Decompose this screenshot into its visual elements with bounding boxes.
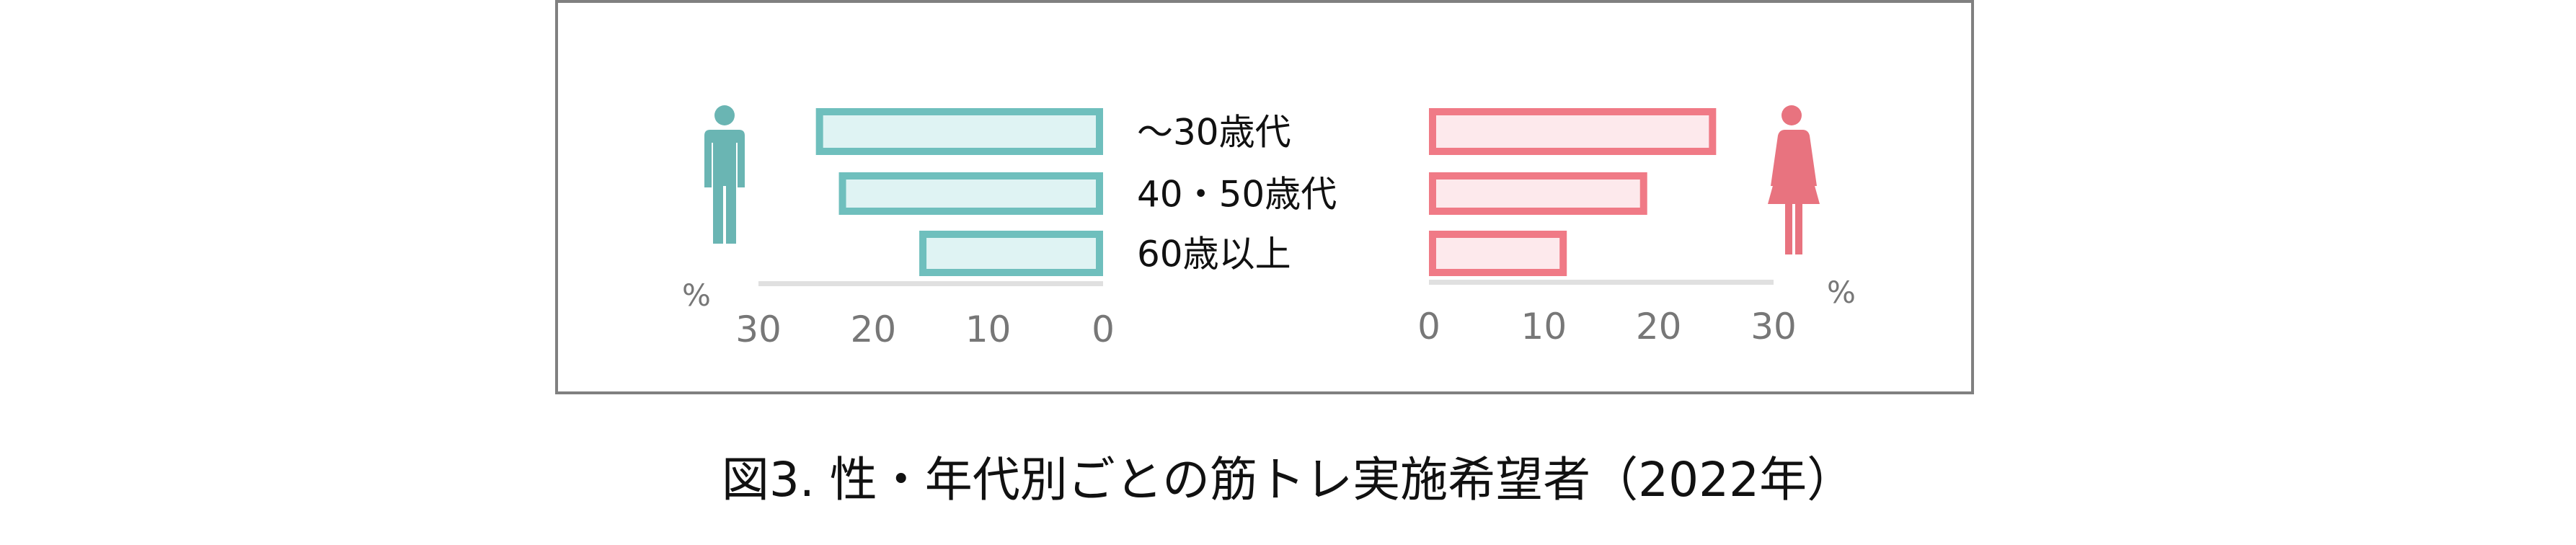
- left-tick-label: 20: [851, 309, 897, 350]
- chart-frame: [555, 0, 1974, 394]
- bar-right-0: [1429, 108, 1717, 155]
- bar-right-2: [1429, 231, 1567, 276]
- left-unit-label: %: [682, 278, 711, 313]
- right-axis-line: [1429, 280, 1774, 285]
- left-tick-label: 10: [965, 309, 1012, 350]
- right-unit-label: %: [1827, 275, 1856, 310]
- left-axis-line: [758, 281, 1103, 286]
- left-tick-label: 30: [735, 309, 782, 350]
- bar-left-0: [815, 108, 1103, 155]
- category-label: 40・50歳代: [1137, 174, 1337, 216]
- bar-left-2: [919, 231, 1103, 276]
- butterfly-chart: ～30歳代 40・50歳代 60歳以上 30 20 10 0 0 10 20 30%%: [682, 105, 1856, 350]
- figure-caption: 図3. 性・年代別ごとの筋トレ実施希望者（2022年）: [721, 452, 1855, 508]
- bar-left-1: [838, 172, 1103, 215]
- left-tick-label: 0: [1092, 309, 1115, 350]
- right-tick-label: 30: [1750, 306, 1797, 347]
- female-icon: [1768, 105, 1820, 254]
- right-tick-label: 20: [1636, 306, 1682, 347]
- right-tick-label: 10: [1521, 306, 1567, 347]
- category-label: 60歳以上: [1137, 234, 1291, 275]
- male-icon: [704, 105, 745, 244]
- right-tick-label: 0: [1417, 306, 1440, 347]
- bar-right-1: [1429, 172, 1647, 215]
- category-label: ～30歳代: [1137, 112, 1291, 154]
